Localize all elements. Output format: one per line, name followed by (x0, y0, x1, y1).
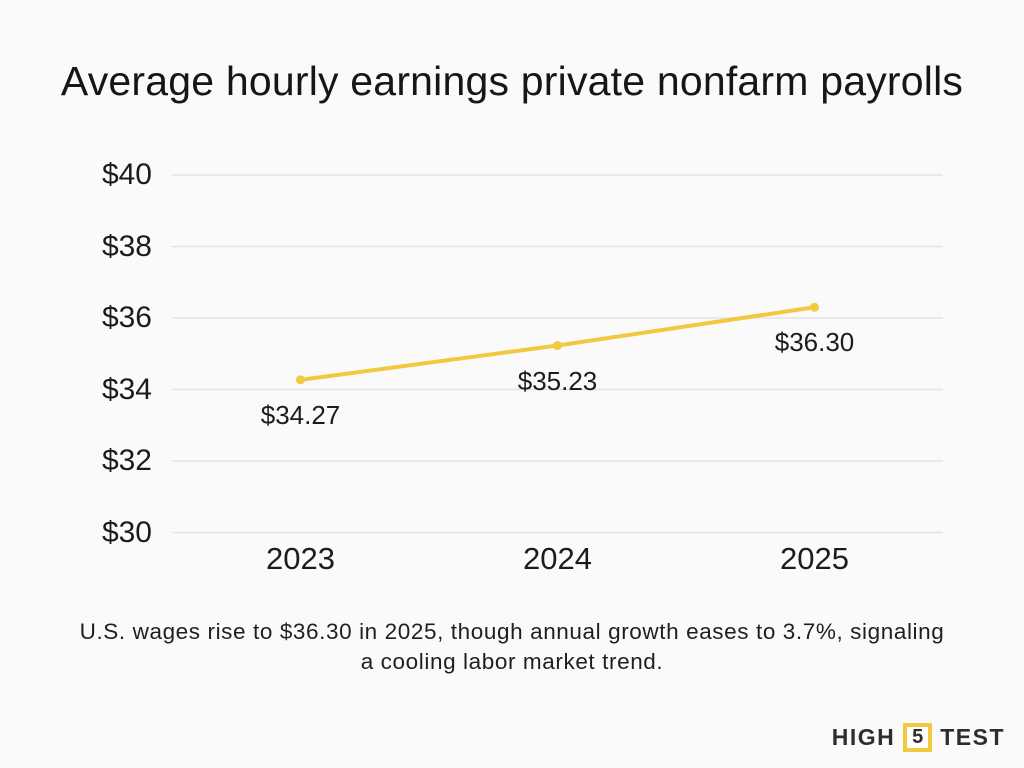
data-point (553, 341, 562, 351)
logo-number: 5 (912, 725, 924, 748)
point-value-label: $34.27 (260, 399, 341, 430)
y-axis-tick-label: $38 (101, 229, 152, 263)
x-axis-tick-label: 2023 (266, 541, 335, 576)
logo-5-badge: 5 (903, 722, 933, 752)
y-axis-tick-label: $34 (101, 372, 152, 406)
data-point (296, 375, 305, 385)
y-axis-tick-label: $32 (101, 444, 152, 477)
y-axis-tick-label: $40 (101, 158, 152, 191)
chart-title: Average hourly earnings private nonfarm … (60, 58, 964, 104)
y-axis-tick-label: $36 (101, 301, 152, 334)
x-axis-tick-label: 2024 (523, 541, 592, 576)
logo-text-test: TEST (940, 723, 1005, 750)
x-axis-tick-label: 2025 (780, 541, 849, 576)
y-axis-tick-label: $30 (101, 515, 152, 549)
chart-subtitle: U.S. wages rise to $36.30 in 2025, thoug… (79, 619, 945, 674)
logo-text-high: HIGH (831, 723, 896, 750)
point-value-label: $35.23 (517, 365, 598, 396)
point-value-label: $36.30 (774, 327, 855, 358)
data-point (810, 302, 819, 312)
high5test-logo: HIGH 5 TEST (832, 722, 1005, 752)
